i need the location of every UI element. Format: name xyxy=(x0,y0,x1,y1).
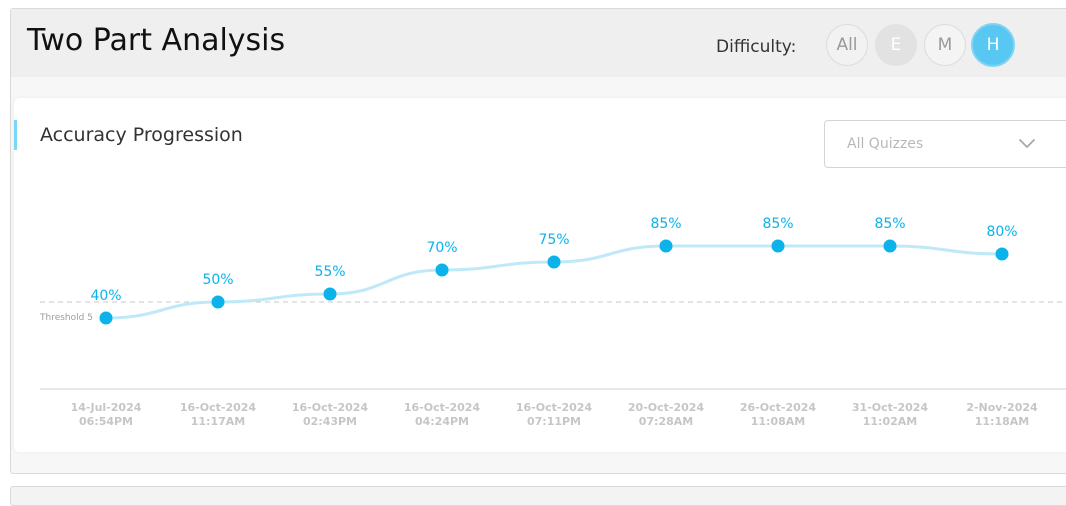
x-tick-label-time: 07:28AM xyxy=(639,415,693,428)
data-label: 55% xyxy=(314,264,345,280)
data-point xyxy=(883,239,897,253)
x-tick-label-time: 11:18AM xyxy=(975,415,1029,428)
x-tick-label-time: 11:08AM xyxy=(751,415,805,428)
quiz-filter-dropdown[interactable]: All Quizzes xyxy=(824,120,1066,168)
data-label: 85% xyxy=(874,216,905,232)
card-title: Accuracy Progression xyxy=(40,124,243,146)
quiz-filter-value: All Quizzes xyxy=(847,136,924,152)
x-tick-label-date: 26-Oct-2024 xyxy=(740,401,817,414)
x-tick-label-date: 16-Oct-2024 xyxy=(180,401,257,414)
difficulty-medium-button[interactable]: M xyxy=(924,24,966,66)
difficulty-all-button[interactable]: All xyxy=(826,24,868,66)
data-point xyxy=(323,287,337,301)
card-accent-bar xyxy=(14,120,17,150)
data-label: 85% xyxy=(650,216,681,232)
difficulty-hard-button[interactable]: H xyxy=(971,23,1015,67)
x-tick-label-time: 02:43PM xyxy=(303,415,357,428)
data-label: 75% xyxy=(538,232,569,248)
x-tick-label-time: 04:24PM xyxy=(415,415,469,428)
accuracy-progression-card: Accuracy Progression All Quizzes Thresho… xyxy=(14,98,1066,452)
panel-header: Two Part Analysis Difficulty: All E M H xyxy=(11,9,1066,77)
data-label: 40% xyxy=(90,288,121,304)
page-title: Two Part Analysis xyxy=(27,23,286,58)
data-point xyxy=(659,239,673,253)
data-point xyxy=(99,311,113,325)
x-tick-label-date: 16-Oct-2024 xyxy=(404,401,481,414)
x-tick-label-date: 2-Nov-2024 xyxy=(966,401,1038,414)
data-label: 80% xyxy=(986,224,1017,240)
x-tick-label-date: 14-Jul-2024 xyxy=(71,401,142,414)
difficulty-label: Difficulty: xyxy=(716,37,797,57)
x-tick-label-date: 31-Oct-2024 xyxy=(852,401,929,414)
x-tick-label-date: 20-Oct-2024 xyxy=(628,401,705,414)
x-tick-label-time: 11:02AM xyxy=(863,415,917,428)
x-tick-label-date: 16-Oct-2024 xyxy=(516,401,593,414)
threshold-label: Threshold 5 xyxy=(39,313,93,323)
data-point xyxy=(995,247,1009,261)
data-label: 70% xyxy=(426,240,457,256)
data-label: 50% xyxy=(202,272,233,288)
data-point xyxy=(547,255,561,269)
x-tick-label-time: 06:54PM xyxy=(79,415,133,428)
x-tick-label-time: 07:11PM xyxy=(527,415,581,428)
data-label: 85% xyxy=(762,216,793,232)
data-point xyxy=(435,263,449,277)
x-tick-label-time: 11:17AM xyxy=(191,415,245,428)
difficulty-easy-button[interactable]: E xyxy=(875,24,917,66)
next-panel-edge xyxy=(10,486,1066,506)
x-tick-label-date: 16-Oct-2024 xyxy=(292,401,369,414)
data-point xyxy=(211,295,225,309)
data-point xyxy=(771,239,785,253)
chevron-down-icon xyxy=(1019,139,1035,148)
